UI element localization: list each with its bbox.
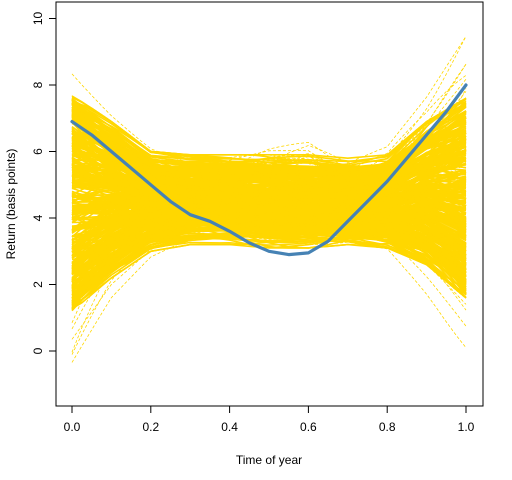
simulation-path: [71, 228, 467, 299]
simulation-path: [71, 126, 467, 220]
actual-series: [70, 83, 468, 257]
simulation-path: [71, 173, 467, 210]
simulation-path: [71, 154, 467, 207]
simulation-path: [71, 115, 467, 207]
simulation-path: [71, 137, 467, 191]
actual-series-line: [70, 83, 468, 257]
simulation-path: [71, 193, 467, 306]
simulation-path: [71, 148, 467, 275]
simulation-path: [71, 153, 467, 230]
y-tick-label: 8: [31, 81, 45, 88]
simulation-path: [71, 113, 467, 171]
simulation-path: [71, 175, 467, 228]
simulation-path: [71, 205, 467, 271]
x-tick-label: 0.8: [379, 420, 396, 434]
simulation-path: [71, 150, 467, 280]
x-tick-label: 0.2: [142, 420, 159, 434]
simulation-paths: [71, 35, 467, 363]
x-tick-label: 1.0: [458, 420, 475, 434]
x-tick-label: 0.6: [300, 420, 317, 434]
x-tick-label: 0.4: [221, 420, 238, 434]
simulation-path: [71, 226, 467, 299]
simulation-path: [71, 166, 467, 270]
x-axis: 0.0 0.2 0.4 0.6 0.8 1.0: [64, 405, 475, 434]
simulation-path: [71, 229, 467, 363]
y-tick-label: 2: [31, 281, 45, 288]
simulation-path: [71, 152, 467, 244]
y-tick-label: 4: [31, 214, 45, 221]
y-tick-label: 6: [31, 148, 45, 155]
y-tick-label: 10: [31, 12, 45, 26]
simulation-path: [71, 200, 467, 245]
x-tick-label: 0.0: [64, 420, 81, 434]
y-axis: 0 2 4 6 8 10: [31, 12, 57, 354]
simulation-path: [71, 115, 467, 250]
y-tick-label: 0: [31, 347, 45, 354]
simulation-path: [71, 95, 467, 180]
simulation-path: [71, 223, 467, 348]
simulation-path: [71, 206, 467, 278]
simulation-path: [71, 203, 467, 279]
x-axis-label: Time of year: [236, 453, 302, 467]
simulation-path: [71, 165, 467, 275]
y-axis-label: Return (basis points): [4, 149, 18, 260]
